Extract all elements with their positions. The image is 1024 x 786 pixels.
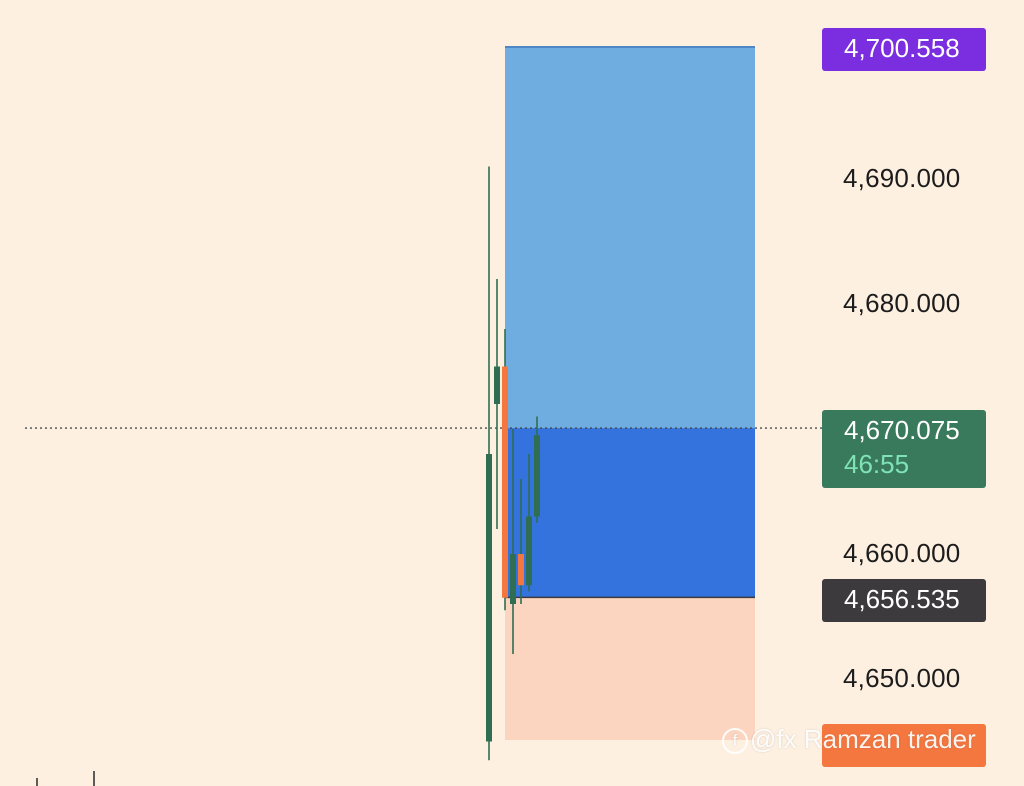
- candle-body: [494, 366, 500, 404]
- candles: [486, 166, 540, 761]
- active-profit-zone: [505, 428, 755, 598]
- take-profit-label: 4,700.558: [844, 33, 960, 63]
- candle: [518, 479, 524, 604]
- tick-label: 4,650.000: [843, 663, 961, 693]
- watermark-text: @fx Ramzan trader: [750, 724, 976, 754]
- candle: [486, 166, 492, 761]
- facebook-icon: f: [722, 728, 748, 755]
- candle: [526, 454, 532, 592]
- watermark: f @fx Ramzan trader: [722, 724, 976, 755]
- candle: [534, 416, 540, 523]
- candle-body: [486, 454, 492, 742]
- candle-body: [534, 435, 540, 517]
- bottom-axis-marks: [36, 771, 95, 786]
- current-price-tag: 4,670.075 46:55: [822, 410, 986, 488]
- stop-loss-price-tag: 4,645.121: [822, 724, 986, 767]
- candle-body: [526, 516, 532, 586]
- entry-price-label: 4,656.535: [844, 584, 960, 614]
- candle-countdown: 46:55: [844, 449, 910, 479]
- candle-body: [510, 554, 516, 604]
- tick-label: 4,690.000: [843, 163, 961, 193]
- take-profit-price-tag: 4,700.558: [822, 28, 986, 71]
- tick-label: 4,660.000: [843, 538, 961, 568]
- stop-loss-label: 4,645.121: [844, 729, 960, 759]
- tick-label: 4,680.000: [843, 288, 961, 318]
- candle: [510, 429, 516, 654]
- candle-body: [502, 366, 508, 598]
- loss-zone: [505, 597, 755, 740]
- candle: [494, 279, 500, 529]
- candle: [502, 329, 508, 611]
- candle-body: [518, 554, 524, 586]
- profit-zone: [505, 47, 755, 429]
- entry-price-tag: 4,656.535: [822, 579, 986, 622]
- current-price-label: 4,670.075: [844, 415, 960, 445]
- position-zones: [505, 46, 755, 740]
